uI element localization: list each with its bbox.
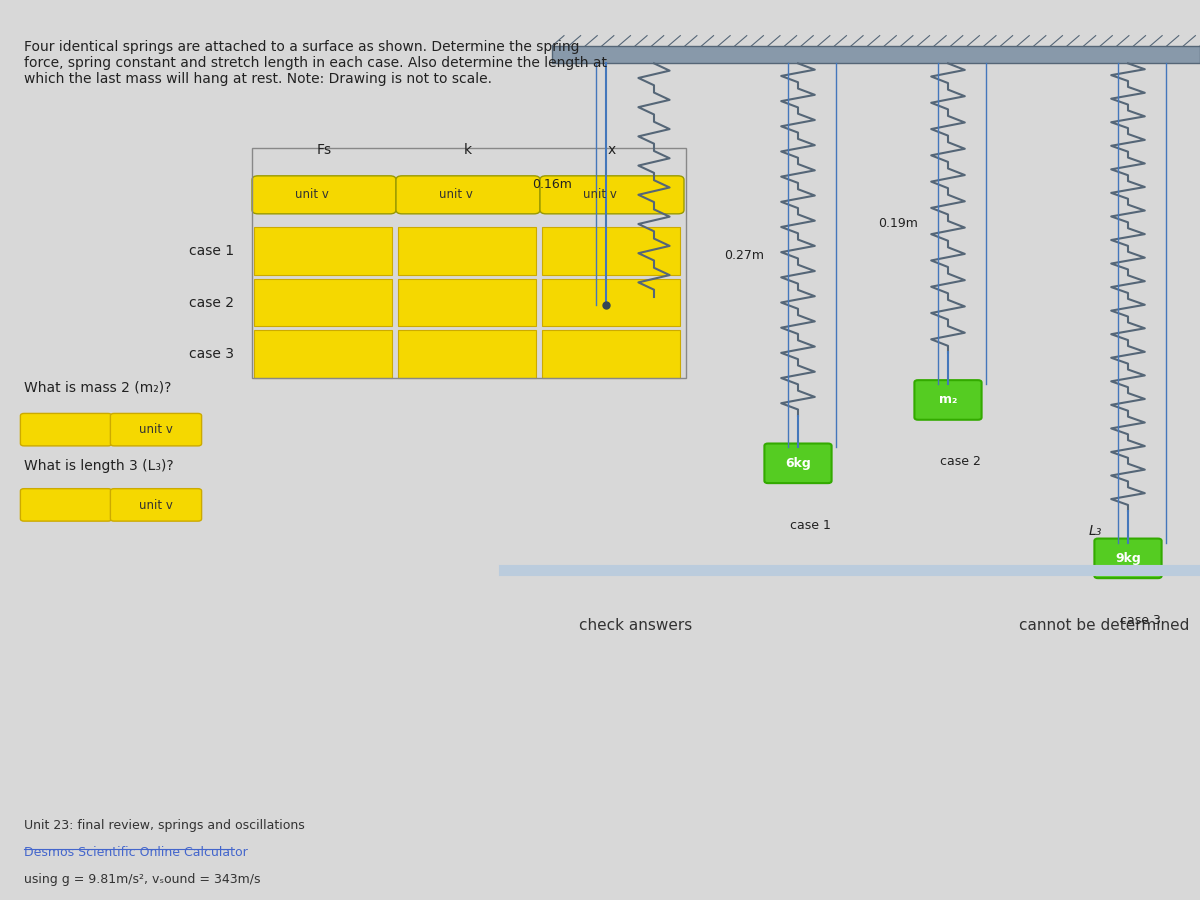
FancyBboxPatch shape: [1094, 538, 1162, 578]
Text: Desmos Scientific Online Calculator: Desmos Scientific Online Calculator: [24, 846, 247, 859]
FancyBboxPatch shape: [110, 489, 202, 521]
Text: 0.27m: 0.27m: [725, 249, 764, 262]
Text: Fs: Fs: [317, 143, 331, 157]
Bar: [552, 46, 1200, 63]
Bar: [398, 279, 536, 327]
Text: What is length 3 (L₃)?: What is length 3 (L₃)?: [24, 459, 174, 473]
Text: unit v: unit v: [295, 187, 329, 201]
Text: case 2: case 2: [940, 455, 980, 468]
Text: Unit 23: final review, springs and oscillations: Unit 23: final review, springs and oscil…: [24, 819, 305, 832]
Bar: [542, 279, 680, 327]
Text: case 2: case 2: [188, 296, 234, 310]
Text: 0.16m: 0.16m: [533, 177, 572, 191]
Text: unit v: unit v: [439, 187, 473, 201]
FancyBboxPatch shape: [252, 176, 396, 214]
Text: case 3: case 3: [188, 347, 234, 362]
Bar: [542, 228, 680, 274]
Text: check answers: check answers: [580, 618, 692, 634]
FancyBboxPatch shape: [110, 413, 202, 446]
Text: unit v: unit v: [583, 187, 617, 201]
Text: unit v: unit v: [139, 423, 173, 436]
FancyBboxPatch shape: [914, 380, 982, 419]
Bar: [398, 330, 536, 378]
Text: Four identical springs are attached to a surface as shown. Determine the spring
: Four identical springs are attached to a…: [24, 40, 607, 86]
FancyBboxPatch shape: [540, 176, 684, 214]
Text: case 3: case 3: [1120, 614, 1160, 626]
Text: unit v: unit v: [139, 499, 173, 512]
Bar: [252, 148, 686, 378]
Text: using g = 9.81m/s², vₛound = 343m/s: using g = 9.81m/s², vₛound = 343m/s: [24, 873, 260, 886]
Text: k: k: [464, 143, 472, 157]
Text: cannot be determined: cannot be determined: [1019, 618, 1189, 634]
FancyBboxPatch shape: [764, 444, 832, 483]
Text: 0.19m: 0.19m: [878, 217, 918, 230]
Text: m₂: m₂: [938, 393, 958, 407]
FancyBboxPatch shape: [396, 176, 540, 214]
Bar: [398, 228, 536, 274]
Text: What is mass 2 (m₂)?: What is mass 2 (m₂)?: [24, 380, 172, 394]
Text: L₃: L₃: [1088, 524, 1102, 537]
Text: x: x: [608, 143, 616, 157]
FancyBboxPatch shape: [20, 413, 112, 446]
Text: 9kg: 9kg: [1115, 552, 1141, 565]
Bar: [254, 330, 392, 378]
Bar: [254, 228, 392, 274]
FancyBboxPatch shape: [20, 489, 112, 521]
Text: case 1: case 1: [790, 518, 830, 532]
Bar: [542, 330, 680, 378]
Bar: [254, 279, 392, 327]
Text: case 1: case 1: [188, 245, 234, 258]
Text: 6kg: 6kg: [785, 457, 811, 470]
